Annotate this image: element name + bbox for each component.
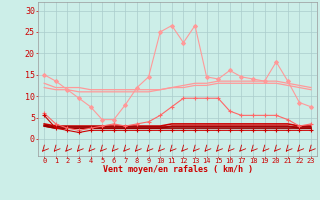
X-axis label: Vent moyen/en rafales ( km/h ): Vent moyen/en rafales ( km/h ) bbox=[103, 165, 252, 174]
